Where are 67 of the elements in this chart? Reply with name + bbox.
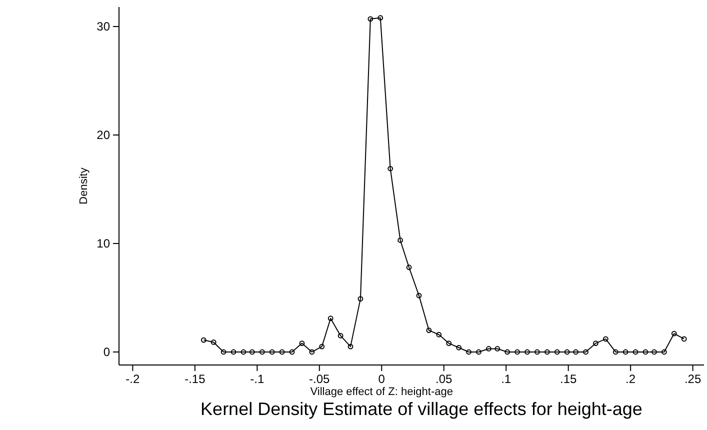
x-tick-label: -.05 [309, 372, 330, 386]
point [642, 349, 648, 355]
point [554, 349, 560, 355]
point [328, 316, 334, 322]
point [259, 349, 265, 355]
point [220, 349, 226, 355]
point [269, 349, 275, 355]
point [612, 349, 618, 355]
x-tick-label: 0 [378, 372, 386, 386]
point [406, 264, 412, 270]
x-tick-label: .2 [626, 372, 636, 386]
point [564, 349, 570, 355]
point [544, 349, 550, 355]
point [338, 333, 344, 338]
point [476, 349, 482, 355]
x-tick-label: .15 [560, 372, 577, 386]
point [593, 340, 598, 346]
y-tick-label: 20 [96, 128, 110, 142]
point [319, 344, 325, 350]
point [573, 349, 578, 355]
point [348, 344, 354, 350]
point [200, 337, 206, 343]
point [368, 16, 374, 22]
text: Kernel Density Estimate of village effects for height-age [200, 399, 642, 419]
x-tick-label: .1 [501, 372, 512, 386]
x-axis-title: Village effect of Z: height-age [310, 386, 453, 398]
point [466, 349, 472, 355]
point [309, 349, 315, 355]
y-tick-label: 0 [103, 345, 110, 360]
point [632, 349, 638, 355]
point [416, 292, 422, 298]
point [514, 349, 520, 355]
point [230, 349, 236, 355]
point [486, 346, 492, 352]
x-tick-label: .25 [684, 372, 702, 386]
point [534, 349, 540, 355]
point [279, 349, 285, 355]
point [524, 349, 530, 355]
point [494, 346, 500, 352]
point [249, 349, 255, 355]
point [388, 166, 394, 172]
point [436, 332, 442, 338]
y-axis-title: Density [78, 167, 90, 204]
x-tick-label: .05 [436, 372, 453, 386]
point [358, 296, 364, 302]
point [504, 349, 510, 355]
point [210, 340, 216, 345]
x-tick-label: -.2 [126, 372, 140, 386]
point [602, 336, 608, 342]
point [299, 340, 305, 346]
point [456, 344, 462, 350]
point [426, 328, 432, 333]
point [583, 349, 588, 355]
y-tick-label: 10 [96, 236, 110, 251]
point [661, 349, 667, 355]
y-tick-label: 30 [96, 20, 110, 34]
point [652, 349, 657, 355]
point [622, 349, 628, 355]
point [289, 349, 295, 355]
x-tick-label: -.1 [250, 372, 264, 386]
point [671, 330, 677, 336]
point [398, 238, 403, 243]
point [240, 349, 246, 355]
point [446, 340, 452, 346]
x-tick-label: -.15 [184, 372, 206, 386]
point [378, 15, 384, 21]
point [681, 336, 687, 342]
